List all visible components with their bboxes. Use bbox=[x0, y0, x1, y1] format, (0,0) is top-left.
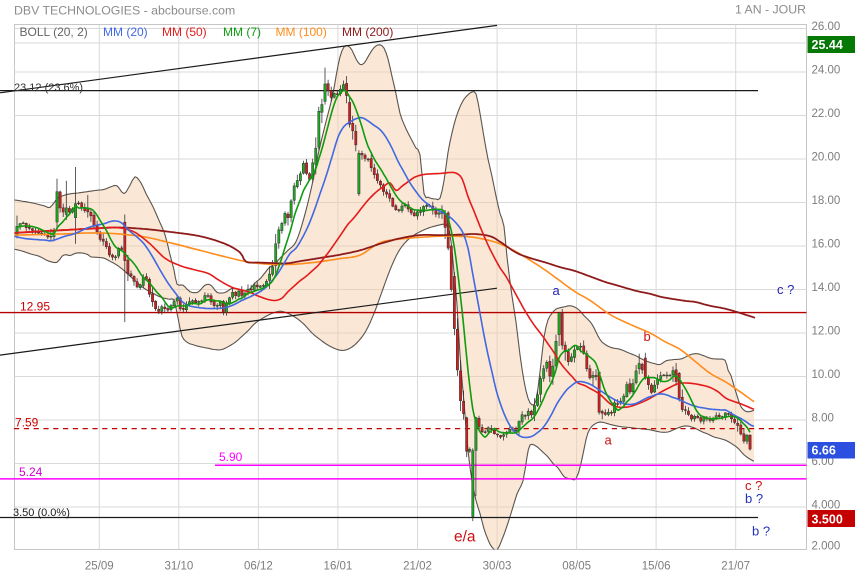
svg-text:24.00: 24.00 bbox=[812, 65, 841, 77]
svg-text:5.90: 5.90 bbox=[219, 450, 243, 464]
svg-text:BOLL (20, 2): BOLL (20, 2) bbox=[20, 25, 88, 39]
svg-text:22.00: 22.00 bbox=[812, 108, 841, 120]
svg-text:c ?: c ? bbox=[777, 282, 794, 297]
svg-text:b ?: b ? bbox=[752, 524, 770, 539]
svg-text:20.00: 20.00 bbox=[812, 152, 841, 164]
svg-text:12.00: 12.00 bbox=[812, 326, 841, 338]
svg-text:18.00: 18.00 bbox=[812, 195, 841, 207]
svg-text:MM (7): MM (7) bbox=[223, 25, 261, 39]
svg-text:30/03: 30/03 bbox=[483, 561, 512, 573]
svg-text:4.000: 4.000 bbox=[812, 500, 841, 512]
svg-text:a: a bbox=[605, 433, 613, 448]
svg-text:15/06: 15/06 bbox=[642, 561, 671, 573]
svg-text:25/09: 25/09 bbox=[85, 561, 114, 573]
svg-text:21/07: 21/07 bbox=[721, 561, 750, 573]
svg-text:MM (20): MM (20) bbox=[103, 25, 148, 39]
svg-text:1 AN - JOUR: 1 AN - JOUR bbox=[735, 3, 806, 17]
svg-text:16/01: 16/01 bbox=[324, 561, 353, 573]
svg-text:DBV TECHNOLOGIES - abcbourse.c: DBV TECHNOLOGIES - abcbourse.com bbox=[14, 4, 235, 18]
svg-text:14.00: 14.00 bbox=[812, 282, 841, 294]
svg-text:08/05: 08/05 bbox=[562, 561, 591, 573]
svg-text:3.50 (0.0%): 3.50 (0.0%) bbox=[13, 507, 70, 519]
svg-text:MM (200): MM (200) bbox=[342, 25, 393, 39]
svg-text:6.66: 6.66 bbox=[812, 444, 836, 458]
svg-text:26.00: 26.00 bbox=[812, 21, 841, 33]
svg-text:25.44: 25.44 bbox=[812, 38, 843, 52]
svg-text:10.00: 10.00 bbox=[812, 369, 841, 381]
svg-text:e/a: e/a bbox=[454, 529, 476, 546]
svg-text:5.24: 5.24 bbox=[19, 465, 43, 479]
svg-text:21/02: 21/02 bbox=[403, 561, 432, 573]
svg-text:31/10: 31/10 bbox=[164, 561, 193, 573]
svg-text:b ?: b ? bbox=[745, 491, 763, 506]
svg-text:06/12: 06/12 bbox=[244, 561, 273, 573]
svg-text:2.000: 2.000 bbox=[812, 541, 841, 553]
svg-text:MM (100): MM (100) bbox=[276, 25, 327, 39]
svg-text:3.500: 3.500 bbox=[812, 513, 843, 527]
svg-text:MM (50): MM (50) bbox=[162, 25, 207, 39]
svg-text:16.00: 16.00 bbox=[812, 239, 841, 251]
svg-text:12.95: 12.95 bbox=[20, 300, 50, 314]
svg-text:7.59: 7.59 bbox=[15, 416, 39, 430]
svg-text:b: b bbox=[644, 329, 651, 344]
svg-text:a: a bbox=[553, 283, 561, 298]
svg-text:23.12 (23.6%): 23.12 (23.6%) bbox=[14, 82, 83, 94]
svg-text:8.00: 8.00 bbox=[812, 413, 834, 425]
